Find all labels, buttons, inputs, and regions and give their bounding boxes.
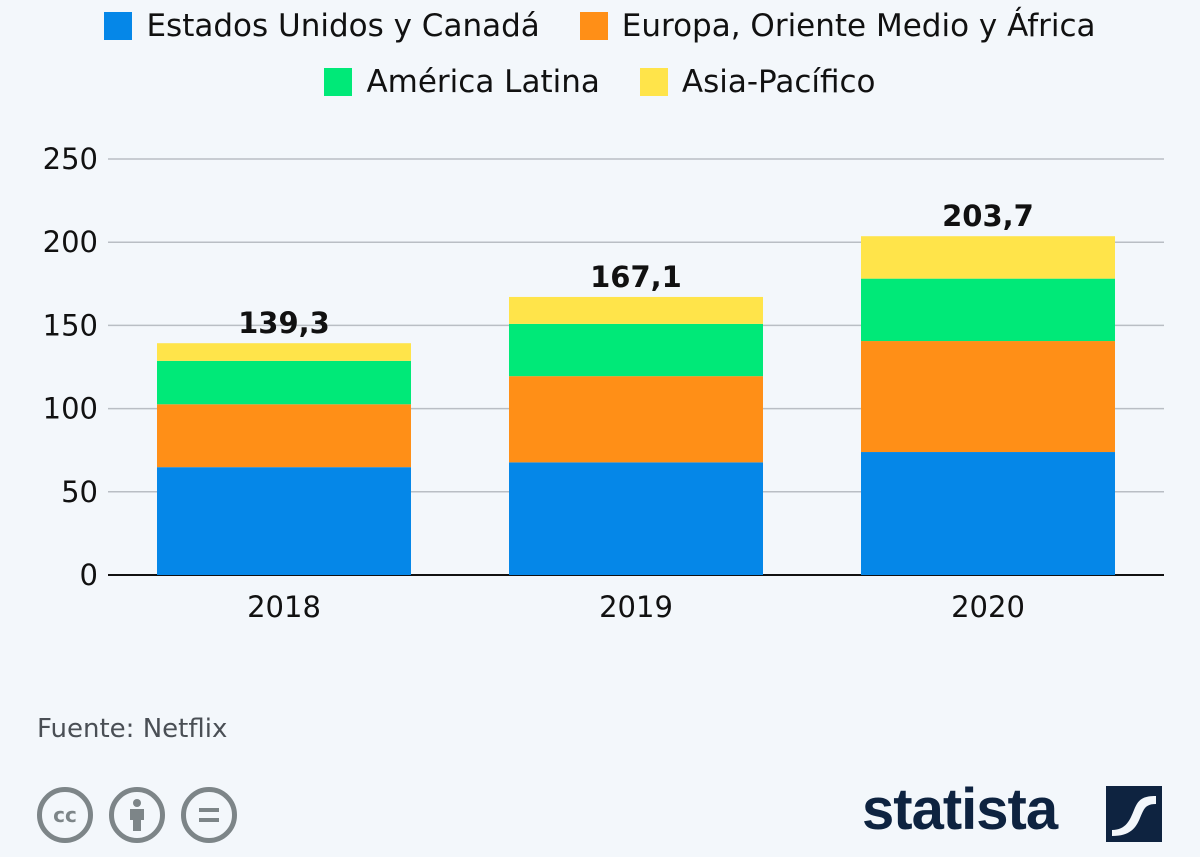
bar-segment — [861, 341, 1115, 453]
y-tick-label: 50 — [61, 475, 98, 509]
legend-label: Europa, Oriente Medio y África — [621, 8, 1096, 44]
bar-segment — [861, 236, 1115, 279]
bar-segment — [509, 296, 763, 324]
statista-logo[interactable]: statista — [862, 777, 1058, 842]
y-tick-label: 0 — [80, 558, 98, 592]
bar-segment — [861, 452, 1115, 575]
legend-row-1: Estados Unidos y Canadá Europa, Oriente … — [0, 8, 1200, 44]
stacked-bar-chart: 0 50 100 150 200 250 139,3 2018 167,1 2019 203,7 20… — [43, 142, 1164, 624]
legend-item: Europa, Oriente Medio y África — [579, 8, 1096, 44]
legend-swatch — [579, 12, 608, 40]
legend-swatch — [324, 68, 353, 96]
bar-segment — [509, 462, 763, 575]
bar-segment — [157, 360, 411, 405]
y-tick-label: 200 — [43, 225, 98, 259]
statista-logo-icon — [1106, 786, 1162, 842]
legend-item: Estados Unidos y Canadá — [104, 8, 540, 44]
bars — [157, 236, 1115, 575]
labels: 0 50 100 150 200 250 139,3 2018 167,1 2019 203,7 20… — [43, 142, 1034, 624]
x-tick-label: 2018 — [247, 590, 321, 624]
legend-swatch — [639, 68, 668, 96]
y-tick-label: 150 — [43, 308, 98, 342]
creative-commons-icon[interactable]: cc — [37, 787, 93, 843]
legend-label: Asia-Pacífico — [681, 64, 876, 100]
source-note: Fuente: Netflix — [37, 714, 228, 744]
x-tick-label: 2019 — [599, 590, 673, 624]
attribution-icon[interactable] — [109, 787, 165, 843]
y-tick-label: 100 — [43, 392, 98, 426]
bar-segment — [157, 404, 411, 468]
legend-label: Estados Unidos y Canadá — [146, 8, 540, 44]
legend-row-2: América Latina Asia-Pacífico — [0, 64, 1200, 100]
bar-segment — [509, 323, 763, 377]
bar-segment — [509, 376, 763, 463]
legend-item: América Latina — [324, 64, 600, 100]
y-tick-label: 250 — [43, 142, 98, 176]
bar-segment — [157, 343, 411, 361]
no-derivatives-icon[interactable] — [181, 787, 237, 843]
legend-label: América Latina — [366, 64, 600, 100]
x-tick-label: 2020 — [951, 590, 1025, 624]
legend-item: Asia-Pacífico — [639, 64, 876, 100]
total-label: 203,7 — [942, 199, 1034, 233]
bar-segment — [861, 278, 1115, 342]
legend-swatch — [104, 12, 133, 40]
bar-segment — [157, 467, 411, 575]
total-label: 139,3 — [238, 306, 330, 340]
total-label: 167,1 — [590, 260, 682, 294]
